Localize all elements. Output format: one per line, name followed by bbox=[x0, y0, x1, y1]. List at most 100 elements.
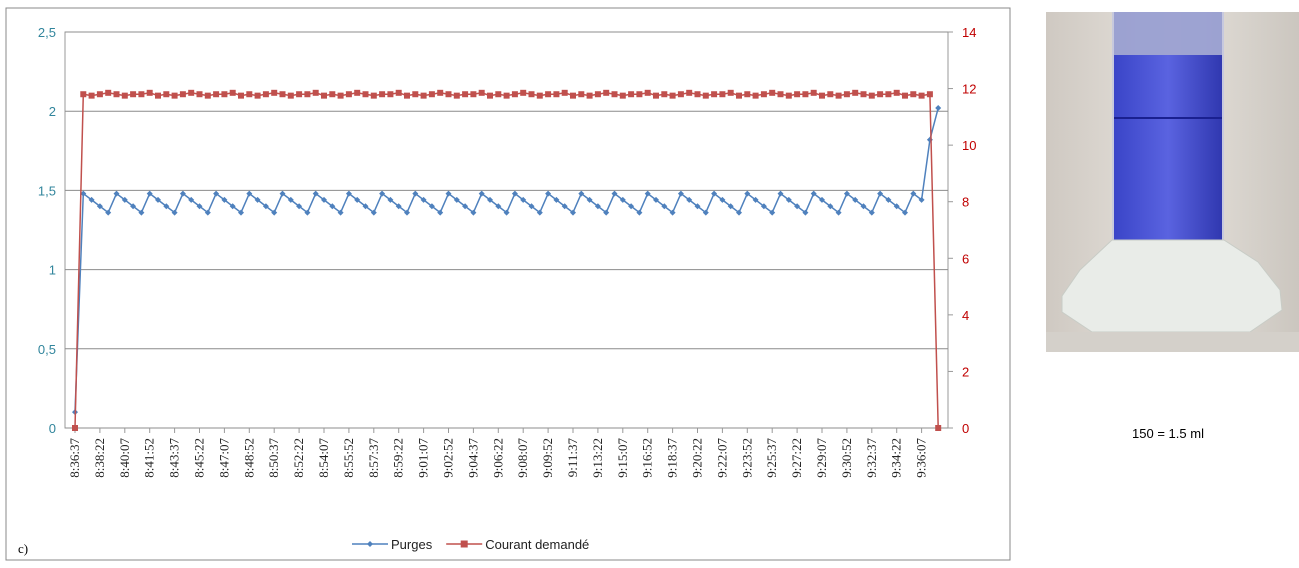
marker bbox=[304, 91, 311, 98]
marker bbox=[810, 89, 817, 96]
marker bbox=[155, 196, 161, 203]
y-tick-label: 2 bbox=[49, 104, 56, 119]
marker bbox=[121, 196, 128, 203]
x-tick-label: 8:48:52 bbox=[241, 438, 256, 478]
marker bbox=[744, 91, 751, 98]
marker bbox=[852, 196, 859, 203]
marker bbox=[287, 196, 294, 203]
x-tick-label: 8:59:22 bbox=[391, 438, 406, 478]
marker bbox=[677, 91, 684, 98]
x-tick-label: 9:18:37 bbox=[665, 438, 680, 478]
marker bbox=[711, 190, 718, 197]
marker bbox=[702, 92, 709, 99]
marker bbox=[661, 203, 668, 210]
marker bbox=[478, 89, 485, 96]
marker bbox=[213, 190, 220, 197]
marker bbox=[561, 89, 568, 96]
marker bbox=[561, 203, 568, 210]
marker bbox=[296, 91, 303, 98]
marker bbox=[918, 196, 925, 203]
marker bbox=[868, 209, 875, 216]
y-tick-label: 2,5 bbox=[38, 25, 56, 40]
x-tick-label: 8:45:22 bbox=[192, 438, 207, 478]
marker bbox=[337, 209, 344, 216]
marker bbox=[760, 91, 767, 98]
marker bbox=[171, 92, 178, 99]
x-tick-label: 9:30:52 bbox=[839, 438, 854, 478]
marker bbox=[487, 92, 493, 99]
marker bbox=[619, 92, 626, 99]
marker bbox=[420, 196, 427, 203]
photo-caption: 150 = 1.5 ml bbox=[1132, 426, 1204, 441]
marker bbox=[354, 196, 361, 203]
legend: Purges Courant demandé bbox=[352, 537, 589, 552]
y-tick-label: 1 bbox=[49, 263, 56, 278]
marker bbox=[495, 91, 502, 98]
x-tick-label: 9:04:37 bbox=[465, 438, 480, 478]
marker bbox=[578, 91, 585, 98]
legend-label: Purges bbox=[391, 537, 433, 552]
marker bbox=[379, 190, 386, 197]
marker bbox=[229, 203, 236, 210]
marker bbox=[362, 203, 369, 210]
marker bbox=[262, 203, 269, 210]
marker bbox=[113, 190, 120, 197]
marker bbox=[213, 91, 220, 98]
marker bbox=[404, 209, 410, 216]
marker bbox=[835, 209, 842, 216]
marker bbox=[229, 89, 236, 96]
x-tick-label: 8:57:37 bbox=[366, 438, 381, 478]
marker bbox=[802, 91, 809, 98]
marker bbox=[155, 92, 161, 99]
marker bbox=[686, 196, 693, 203]
marker bbox=[843, 91, 850, 98]
marker bbox=[744, 190, 751, 197]
plot: 0 0,5 1 1,5 2 2,5 0 2 4 6 8 10 12 14 8:36:37 8:38:22 8:4… bbox=[38, 25, 977, 478]
marker bbox=[470, 209, 477, 216]
marker bbox=[188, 89, 195, 96]
marker bbox=[462, 91, 469, 98]
marker bbox=[179, 190, 186, 197]
marker bbox=[860, 203, 867, 210]
marker bbox=[321, 196, 327, 203]
marker bbox=[130, 203, 137, 210]
marker bbox=[553, 196, 560, 203]
y-tick-label: 1,5 bbox=[38, 183, 56, 198]
marker bbox=[536, 92, 543, 99]
marker bbox=[387, 91, 394, 98]
marker bbox=[702, 209, 709, 216]
marker bbox=[312, 190, 319, 197]
y2-tick-label: 12 bbox=[962, 82, 976, 97]
marker bbox=[246, 190, 253, 197]
liquid bbox=[1114, 55, 1222, 241]
marker bbox=[321, 92, 327, 99]
marker bbox=[619, 196, 626, 203]
marker bbox=[271, 89, 278, 96]
marker bbox=[877, 91, 884, 98]
marker bbox=[345, 91, 352, 98]
y2-tick-label: 4 bbox=[962, 308, 969, 323]
marker bbox=[296, 203, 303, 210]
marker bbox=[72, 425, 78, 431]
x-tick-label: 8:41:52 bbox=[142, 438, 157, 478]
marker bbox=[395, 89, 402, 96]
x-tick-label: 9:34:22 bbox=[889, 438, 904, 478]
marker bbox=[719, 91, 726, 98]
marker bbox=[171, 209, 178, 216]
marker bbox=[711, 91, 718, 98]
y2-tick-label: 2 bbox=[962, 364, 969, 379]
marker bbox=[910, 190, 917, 197]
chart-frame bbox=[5, 7, 1011, 561]
marker bbox=[528, 91, 535, 98]
y2-tick-label: 10 bbox=[962, 138, 976, 153]
marker bbox=[578, 190, 585, 197]
marker bbox=[329, 203, 336, 210]
x-tick-label: 9:32:37 bbox=[864, 438, 879, 478]
marker bbox=[80, 91, 87, 98]
marker bbox=[752, 196, 759, 203]
marker bbox=[238, 92, 244, 99]
marker bbox=[794, 203, 801, 210]
marker bbox=[279, 190, 286, 197]
x-tick-label: 9:06:22 bbox=[490, 438, 505, 478]
